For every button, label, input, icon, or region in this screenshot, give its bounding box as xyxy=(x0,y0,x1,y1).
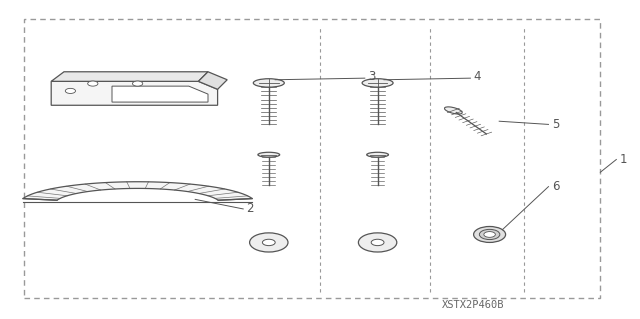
Text: 6: 6 xyxy=(552,180,559,193)
Circle shape xyxy=(250,233,288,252)
Text: 1: 1 xyxy=(620,153,627,166)
Polygon shape xyxy=(51,72,208,81)
Circle shape xyxy=(132,81,143,86)
Ellipse shape xyxy=(253,79,284,87)
Circle shape xyxy=(262,239,275,246)
Polygon shape xyxy=(51,81,218,105)
Circle shape xyxy=(88,81,98,86)
Ellipse shape xyxy=(258,152,280,157)
Ellipse shape xyxy=(362,79,393,87)
Text: 4: 4 xyxy=(474,70,481,83)
Circle shape xyxy=(65,88,76,93)
Circle shape xyxy=(358,233,397,252)
Circle shape xyxy=(479,229,500,240)
Polygon shape xyxy=(112,86,208,102)
Ellipse shape xyxy=(444,107,462,114)
Ellipse shape xyxy=(367,152,388,157)
Circle shape xyxy=(474,226,506,242)
Polygon shape xyxy=(198,72,227,89)
Polygon shape xyxy=(23,182,252,200)
Text: 2: 2 xyxy=(246,203,254,215)
Text: XSTX2P460B: XSTX2P460B xyxy=(442,300,505,310)
Circle shape xyxy=(484,232,495,237)
Text: 5: 5 xyxy=(552,118,559,131)
Circle shape xyxy=(371,239,384,246)
Text: 3: 3 xyxy=(368,70,376,83)
